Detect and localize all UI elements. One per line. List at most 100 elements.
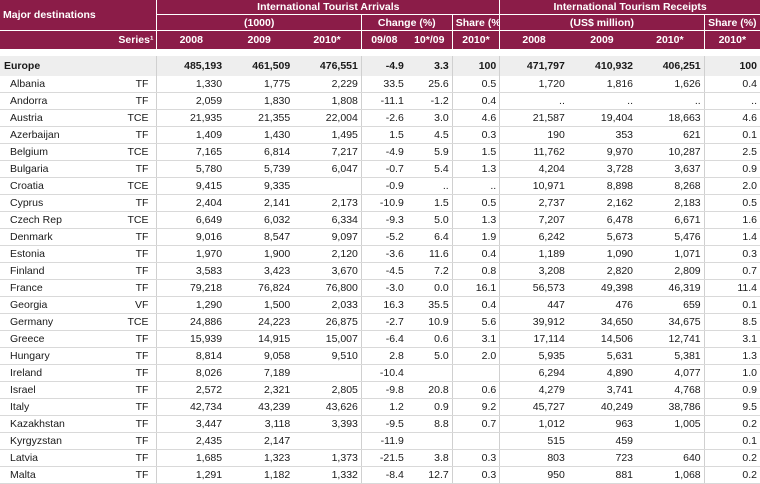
value-cell: 0.3 — [703, 245, 760, 263]
country-name: Albania — [0, 76, 104, 93]
value-cell: 471,797 — [499, 56, 568, 76]
value-cell — [293, 364, 362, 382]
value-cell: 3.1 — [451, 330, 500, 348]
series-code: TF — [103, 262, 157, 280]
series-code: TF — [103, 381, 157, 399]
value-cell: 1,323 — [225, 449, 294, 467]
value-cell: 1,189 — [499, 245, 568, 263]
value-cell: .. — [636, 92, 705, 110]
major-destinations-header: Major destinations — [0, 0, 157, 31]
value-cell: 6,032 — [225, 211, 294, 229]
arrivals-group-header: International Tourist Arrivals — [156, 0, 500, 15]
value-cell — [451, 432, 500, 450]
value-cell: 15,939 — [156, 330, 226, 348]
value-cell: 0.7 — [451, 415, 500, 433]
value-cell: 1,685 — [156, 449, 226, 467]
value-cell: 35.5 — [406, 296, 453, 314]
value-cell: 1.5 — [406, 194, 453, 212]
value-cell: -9.8 — [360, 381, 407, 399]
value-cell: 0.9 — [703, 160, 760, 178]
value-cell: 12,741 — [636, 330, 705, 348]
value-cell: 1,775 — [225, 76, 294, 93]
value-cell: 4.6 — [703, 109, 760, 127]
value-cell: 1,071 — [636, 245, 705, 263]
country-name: Azerbaijan — [0, 126, 104, 144]
value-cell: 0.4 — [451, 296, 500, 314]
year-header: 2009 — [225, 30, 294, 49]
value-cell: 410,932 — [567, 56, 637, 76]
arrivals-unit-header: (1000) — [156, 14, 362, 31]
value-cell: 16.3 — [360, 296, 407, 314]
value-cell: 3,670 — [293, 262, 362, 280]
value-cell: 10.9 — [406, 313, 453, 331]
table-body: Europe 485,193 461,509 476,551 -4.9 3.3 … — [0, 49, 760, 484]
value-cell: 2,321 — [225, 381, 294, 399]
country-name: Kazakhstan — [0, 415, 104, 433]
value-cell: 10,287 — [636, 143, 705, 161]
value-cell: 5,780 — [156, 160, 226, 178]
value-cell: 24,886 — [156, 313, 226, 331]
receipts-unit-header: (US$ million) — [499, 14, 705, 31]
value-cell: -10.9 — [360, 194, 407, 212]
table-row: Andorra TF 2,059 1,830 1,808 -11.1 -1.2 0.4....… — [0, 92, 760, 110]
year-header: 09/08 — [360, 30, 407, 49]
country-name: Belgium — [0, 143, 104, 161]
table-row: Finland TF 3,583 3,423 3,670 -4.5 7.2 0.8 3,208 2… — [0, 262, 760, 280]
value-cell: 0.3 — [451, 126, 500, 144]
series-code: TCE — [103, 143, 157, 161]
receipts-share-header: Share (%) — [703, 14, 760, 31]
country-name: Andorra — [0, 92, 104, 110]
value-cell: 5,631 — [567, 347, 637, 365]
value-cell: 1,495 — [293, 126, 362, 144]
value-cell: 7,189 — [225, 364, 294, 382]
value-cell: 4.5 — [406, 126, 453, 144]
region-name: Europe — [0, 56, 157, 76]
value-cell: 3,583 — [156, 262, 226, 280]
value-cell: 5,935 — [499, 347, 568, 365]
value-cell: 2,404 — [156, 194, 226, 212]
series-code: TF — [103, 228, 157, 246]
value-cell: 18,663 — [636, 109, 705, 127]
value-cell: 1,090 — [567, 245, 637, 263]
table-row: Italy TF 42,734 43,239 43,626 1.2 0.9 9.2 45,727… — [0, 398, 760, 416]
country-name: Greece — [0, 330, 104, 348]
value-cell: -11.9 — [360, 432, 407, 450]
country-name: Israel — [0, 381, 104, 399]
value-cell: 1,808 — [293, 92, 362, 110]
series-code: TCE — [103, 109, 157, 127]
value-cell: 621 — [636, 126, 705, 144]
country-name: Malta — [0, 466, 104, 484]
country-name: Latvia — [0, 449, 104, 467]
value-cell: 10,971 — [499, 177, 568, 195]
value-cell: 46,319 — [636, 279, 705, 297]
year-header: 2010* — [636, 30, 705, 49]
value-cell: 1,332 — [293, 466, 362, 484]
value-cell: 7,165 — [156, 143, 226, 161]
value-cell: 1,430 — [225, 126, 294, 144]
value-cell: 2.0 — [703, 177, 760, 195]
value-cell: 950 — [499, 466, 568, 484]
value-cell: 7,207 — [499, 211, 568, 229]
value-cell: 1.9 — [451, 228, 500, 246]
table-row: Israel TF 2,572 2,321 2,805 -9.8 20.8 0.6 4,279 3… — [0, 381, 760, 399]
value-cell: 0.4 — [451, 92, 500, 110]
value-cell: 5.6 — [451, 313, 500, 331]
value-cell: 1,290 — [156, 296, 226, 314]
series-code: TF — [103, 364, 157, 382]
value-cell: 5.9 — [406, 143, 453, 161]
value-cell: 2,059 — [156, 92, 226, 110]
country-name: Ireland — [0, 364, 104, 382]
value-cell — [451, 364, 500, 382]
value-cell: 6,294 — [499, 364, 568, 382]
value-cell: 3,741 — [567, 381, 637, 399]
value-cell: 21,587 — [499, 109, 568, 127]
series-code: TF — [103, 432, 157, 450]
series-code: TF — [103, 245, 157, 263]
value-cell: 5.4 — [406, 160, 453, 178]
value-cell: 33.5 — [360, 76, 407, 93]
value-cell: 38,786 — [636, 398, 705, 416]
value-cell: 8,814 — [156, 347, 226, 365]
value-cell: 5.0 — [406, 211, 453, 229]
series-code: TF — [103, 466, 157, 484]
value-cell: 1,900 — [225, 245, 294, 263]
